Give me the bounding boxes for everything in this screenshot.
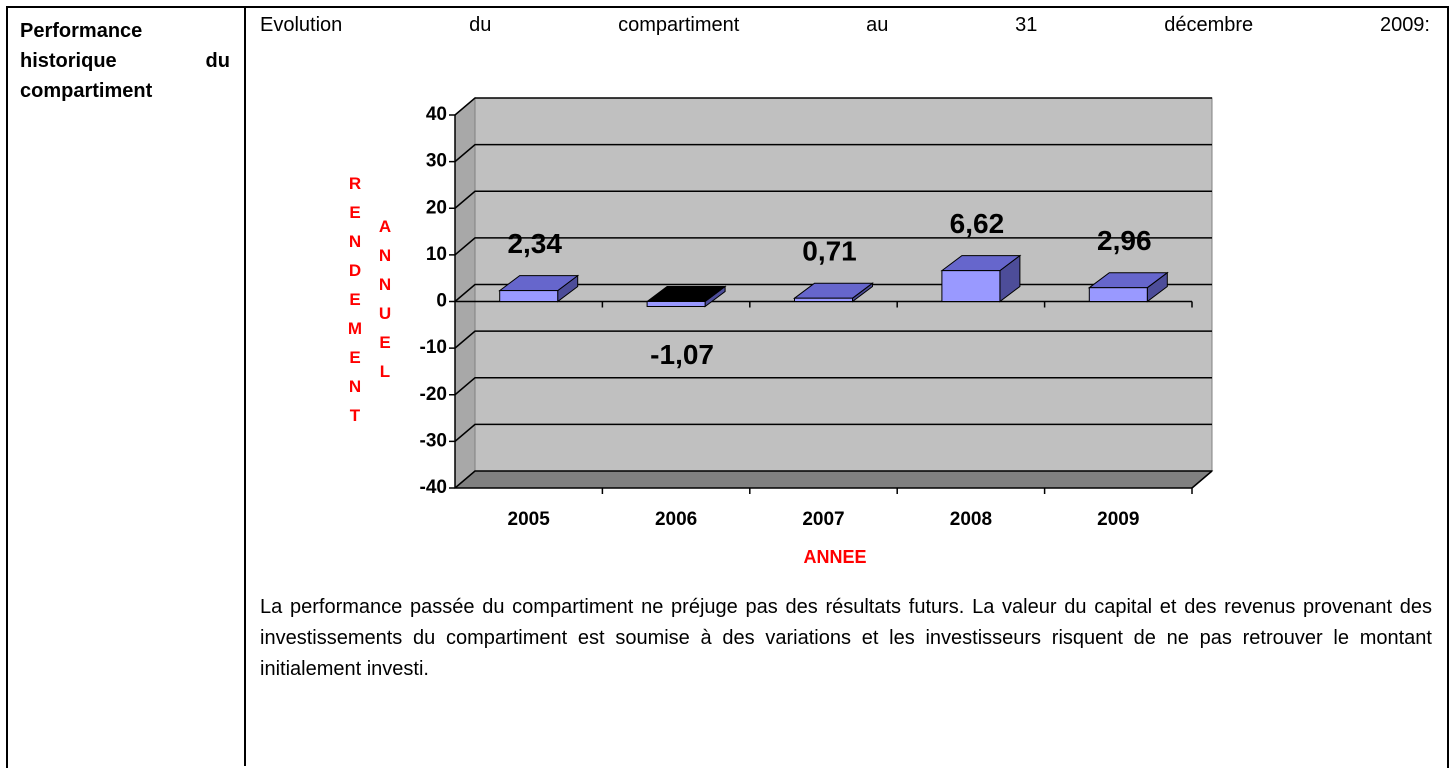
bar (941, 270, 1001, 302)
x-tick-label: 2007 (802, 509, 844, 530)
column-divider (244, 6, 246, 766)
grid-line (454, 470, 1212, 489)
x-tick-label: 2006 (655, 509, 697, 530)
grid-line (454, 237, 1212, 256)
x-tick-label: 2005 (508, 509, 551, 530)
y-tick-label: 10 (426, 244, 447, 265)
x-tick-label: 2009 (1097, 509, 1139, 530)
table-border (6, 6, 1449, 768)
y-tick-label: 40 (426, 104, 447, 125)
bar-group (645, 285, 727, 308)
bar-group (940, 254, 1022, 303)
grid-line (454, 143, 1212, 163)
x-axis-title: ANNEE (803, 547, 866, 567)
grid-line (454, 330, 1212, 349)
grid-line (454, 97, 1212, 116)
bar-group (498, 274, 580, 303)
bar (1088, 287, 1148, 303)
y-tick-label: 0 (436, 291, 447, 312)
bar-group (1087, 271, 1169, 303)
data-label: -1,07 (650, 339, 714, 370)
bar (794, 297, 853, 303)
y-tick-label: -30 (420, 430, 447, 451)
row-header: Performance historique du compartiment (20, 20, 230, 102)
floor (453, 470, 1214, 489)
data-label: 6,62 (950, 208, 1005, 239)
grid-line (454, 190, 1212, 209)
y-tick-label: -20 (420, 384, 447, 405)
data-label: 0,71 (802, 236, 857, 267)
y-tick-label: 20 (426, 197, 447, 218)
disclaimer: La performance passée du compartiment ne… (260, 596, 1432, 680)
data-label: 2,96 (1097, 225, 1152, 256)
bar (646, 301, 706, 307)
bar (499, 290, 559, 303)
y-tick-label: 30 (426, 151, 447, 172)
y-tick-label: -40 (420, 477, 447, 498)
bar-group (793, 282, 874, 303)
floor-edge (1191, 470, 1213, 489)
x-tick-label: 2008 (950, 509, 992, 530)
grid-line (454, 377, 1212, 396)
data-label: 2,34 (507, 228, 562, 259)
grid-line (454, 423, 1212, 442)
chart-intro: Evolution du compartiment au 31 décembre… (260, 14, 1430, 36)
y-tick-label: -10 (420, 337, 447, 358)
